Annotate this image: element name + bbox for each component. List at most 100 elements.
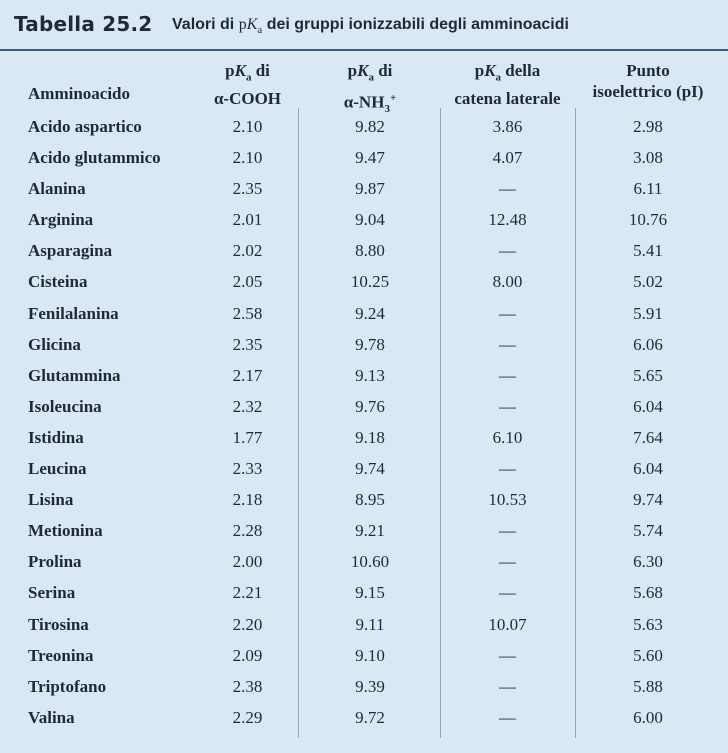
cell-pka-side-chain: 8.00 [492,272,523,292]
cell-pka-cooh: 2.10 [232,148,263,168]
h2-line2: α-NH [343,93,385,113]
cell-pka-cooh: 2.32 [232,396,263,416]
cell-pka-nh3: 9.24 [355,303,385,323]
cell-pi: 10.76 [628,210,668,230]
cell-pka-side-chain: — [499,521,516,541]
cell-pi: 2.98 [633,117,663,136]
cell-pka-cooh: 2.00 [232,552,263,572]
h2-line2-sub: 3 [384,103,390,116]
table-number: Tabella 25.2 [14,12,153,36]
table-row: Cisteina 2.05 10.25 8.00 5.02 [0,268,728,299]
cell-pka-side-chain: — [499,583,516,603]
cell-pi: 7.64 [633,427,663,447]
caption-rule [0,49,728,51]
cell-pka-nh3: 9.72 [355,707,385,727]
table-row: Asparagina 2.02 8.80 — 5.41 [0,237,728,268]
cell-pi: 6.04 [633,396,663,416]
cell-pka-nh3: 9.78 [355,334,385,354]
cell-pka-cooh: 2.01 [232,210,263,230]
cell-pka-side-chain: 3.86 [492,117,523,136]
cell-pka-cooh: 2.35 [232,179,263,199]
title-pk-p: p [238,16,247,33]
table-row: Lisina 2.18 8.95 10.53 9.74 [0,486,728,517]
cell-pka-nh3: 9.21 [355,521,385,541]
cell-pi: 5.74 [633,521,663,541]
cell-amino-acid: Glicina [28,334,81,354]
table-row: Tirosina 2.20 9.11 10.07 5.63 [0,611,728,642]
cell-pka-cooh: 2.35 [232,334,263,354]
cell-amino-acid: Cisteina [28,272,88,292]
cell-pka-nh3: 10.60 [350,552,390,572]
cell-pka-side-chain: 10.07 [488,614,527,634]
cell-pka-nh3: 9.39 [355,676,385,696]
h1-p: p [225,61,235,80]
table-row: Triptofano 2.38 9.39 — 5.88 [0,673,728,704]
h3-line2: catena laterale [454,89,561,109]
cell-pka-side-chain: — [499,707,516,727]
h3-p: p [474,61,485,80]
table-row: Prolina 2.00 10.60 — 6.30 [0,548,728,579]
cell-amino-acid: Acido aspartico [28,117,142,136]
cell-pka-cooh: 2.29 [232,707,263,727]
cell-pi: 5.65 [633,365,663,385]
cell-pka-cooh: 2.21 [232,583,263,603]
cell-pka-cooh: 2.58 [232,303,263,323]
cell-pka-nh3: 9.04 [355,210,385,230]
cell-pka-side-chain: — [499,365,516,385]
cell-pka-side-chain: 4.07 [492,148,523,168]
cell-pka-cooh: 2.17 [232,365,263,385]
cell-pka-side-chain: 10.53 [488,490,527,510]
cell-amino-acid: Glutammina [28,365,121,385]
cell-pka-side-chain: — [499,459,516,479]
h2-rest: di [373,61,393,80]
table-row: Acido aspartico 2.10 9.82 3.86 2.98 [0,113,728,144]
cell-pka-cooh: 2.38 [232,676,263,696]
cell-pka-cooh: 2.33 [232,459,263,479]
cell-pka-cooh: 2.20 [232,614,263,634]
cell-pka-cooh: 2.02 [232,241,263,261]
header-pka-nh3: pKa di α-NH3+ [305,60,435,120]
table-row: Arginina 2.01 9.04 12.48 10.76 [0,206,728,237]
cell-pka-side-chain: — [499,552,516,572]
cell-pi: 6.06 [633,334,663,354]
cell-pka-nh3: 10.25 [350,272,390,292]
cell-pi: 5.63 [633,614,663,634]
column-divider [298,108,299,738]
cell-pka-nh3: 9.74 [355,459,385,479]
cell-pka-cooh: 2.18 [232,490,263,510]
cell-pka-side-chain: — [499,334,516,354]
cell-pka-cooh: 2.09 [232,645,263,665]
cell-pka-nh3: 8.80 [355,241,385,261]
cell-pi: 6.00 [633,707,663,727]
title-text-after: dei gruppi ionizzabili degli amminoacidi [262,16,569,33]
cell-pi: 5.41 [633,241,663,261]
table-row: Acido glutammico 2.10 9.47 4.07 3.08 [0,144,728,175]
cell-pka-nh3: 9.10 [355,645,385,665]
header-amminoacido: Amminoacido [28,84,130,103]
table-row: Valina 2.29 9.72 — 6.00 [0,704,728,735]
cell-pka-nh3: 9.13 [355,365,385,385]
cell-pi: 5.88 [633,676,663,696]
table-body: Acido aspartico 2.10 9.82 3.86 2.98 Acido glu… [0,113,728,735]
h1-line2: α-COOH [213,89,282,109]
cell-amino-acid: Isoleucina [28,396,102,416]
cell-amino-acid: Serina [28,583,76,603]
cell-pka-nh3: 9.11 [355,614,385,634]
cell-amino-acid: Tirosina [28,614,89,634]
cell-amino-acid: Asparagina [28,241,113,261]
cell-pka-side-chain: — [499,179,516,199]
title-pk-k: K [246,16,258,33]
cell-amino-acid: Fenilalanina [28,303,119,323]
cell-amino-acid: Lisina [28,490,74,510]
column-divider [575,108,576,738]
cell-amino-acid: Triptofano [28,676,107,696]
cell-pka-side-chain: — [499,645,516,665]
cell-amino-acid: Leucina [28,459,87,479]
table-row: Leucina 2.33 9.74 — 6.04 [0,455,728,486]
cell-amino-acid: Alanina [28,179,86,199]
cell-pka-side-chain: — [499,396,516,416]
cell-pi: 9.74 [633,490,663,510]
h2-p: p [347,61,358,80]
cell-pka-side-chain: 6.10 [492,427,523,447]
h2-sub: a [368,71,374,84]
